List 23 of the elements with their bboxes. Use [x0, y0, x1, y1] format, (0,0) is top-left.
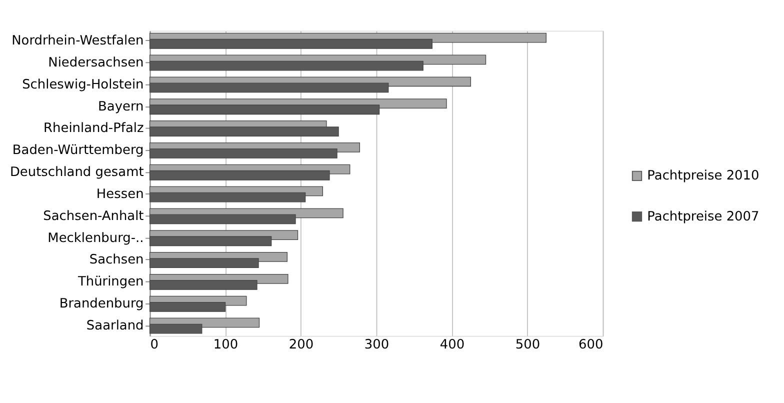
legend-label: Pachtpreise 2010 — [647, 168, 760, 184]
legend-label: Pachtpreise 2007 — [647, 209, 760, 224]
y-tick-label: Thüringen — [76, 274, 144, 290]
y-tick-label: Mecklenburg-.. — [48, 230, 144, 246]
x-tick-label: 500 — [515, 337, 540, 352]
x-tick-label: 600 — [578, 337, 604, 352]
y-tick-label: Niedersachsen — [48, 55, 144, 70]
y-tick-label: Sachsen — [89, 252, 144, 268]
y-tick-label: Rheinland-Pfalz — [44, 121, 144, 136]
y-tick-label: Baden-Württemberg — [12, 143, 144, 158]
x-tick-label: 0 — [150, 337, 158, 352]
y-tick-label: Hessen — [96, 186, 144, 202]
y-tick-label: Sachsen-Anhalt — [43, 208, 144, 224]
y-tick-label: Saarland — [86, 318, 144, 334]
x-tick-label: 400 — [440, 337, 465, 352]
x-tick-label: 200 — [288, 337, 314, 352]
x-tick-label: 100 — [213, 337, 238, 352]
y-tick-label: Bayern — [98, 99, 144, 114]
x-tick-label: 300 — [364, 337, 390, 352]
y-tick-label: Deutschland gesamt — [10, 165, 144, 180]
y-tick-label: Nordrhein-Westfalen — [12, 34, 144, 49]
y-tick-label: Schleswig-Holstein — [22, 77, 144, 92]
y-tick-label: Brandenburg — [59, 296, 144, 312]
